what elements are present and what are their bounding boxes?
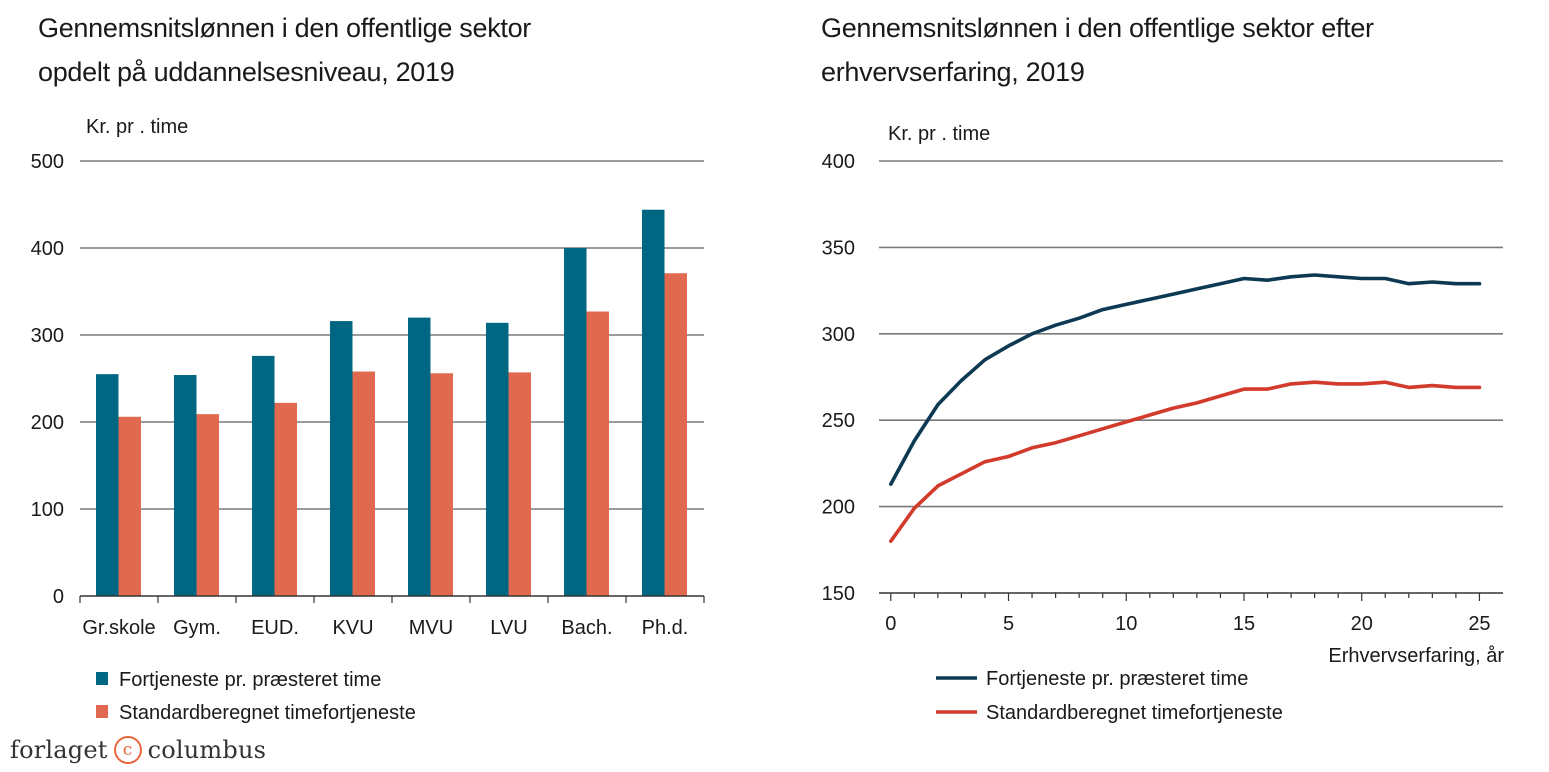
x-tick-label: 20 — [1351, 613, 1373, 635]
y-tick-label: 300 — [822, 324, 855, 346]
bar — [274, 402, 297, 596]
bar — [664, 273, 687, 596]
logo-text-left: forlaget — [10, 736, 108, 764]
experience-line-chart: Kr. pr . time 150 200 250 300 350 400 0 5 10 15 20 2… — [822, 123, 1505, 724]
bar — [330, 321, 353, 596]
y-axis-unit-label: Kr. pr . time — [888, 123, 990, 145]
x-tick-label: Gym. — [173, 617, 221, 639]
x-tick-label: 10 — [1115, 613, 1137, 635]
bar — [564, 248, 587, 596]
y-tick-label: 0 — [53, 586, 64, 608]
logo-text-right: columbus — [147, 736, 267, 764]
x-tick-label: 5 — [1003, 613, 1014, 635]
legend-swatch — [96, 672, 108, 685]
legend-label: Standardberegnet timefortjeneste — [119, 702, 416, 724]
y-tick-label: 200 — [31, 412, 64, 434]
x-tick-label: MVU — [409, 617, 453, 639]
y-tick-label: 300 — [31, 325, 64, 347]
right-chart-title: Gennemsnitslønnen i den offentlige sekto… — [821, 6, 1374, 94]
x-tick-label: Bach. — [561, 617, 612, 639]
x-tick-label: 15 — [1233, 613, 1255, 635]
y-tick-label: 100 — [31, 499, 64, 521]
bar — [96, 374, 119, 596]
bar — [174, 375, 197, 596]
bar — [508, 372, 531, 596]
x-axis-label: Erhvervserfaring, år — [1328, 645, 1504, 667]
x-tick-label: EUD. — [251, 617, 299, 639]
y-axis-unit-label: Kr. pr . time — [86, 116, 188, 138]
left-chart-title: Gennemsnitslønnen i den offentlige sekto… — [38, 6, 531, 94]
series-line — [888, 380, 1482, 544]
right-chart-title-line2: erhvervserfaring, 2019 — [821, 57, 1085, 87]
bar — [642, 209, 665, 596]
bar — [430, 373, 453, 596]
bar — [486, 322, 509, 596]
x-tick-label: LVU — [490, 617, 527, 639]
legend-label: Fortjeneste pr. præsteret time — [119, 669, 381, 691]
y-tick-label: 400 — [822, 151, 855, 173]
education-bar-chart: Kr. pr . time 0 100 200 300 400 500 Gr.skole Gym… — [31, 116, 705, 724]
left-chart-title-line2: opdelt på uddannelsesniveau, 2019 — [38, 57, 455, 87]
y-tick-label: 350 — [822, 237, 855, 259]
legend-swatch — [96, 705, 108, 718]
x-tick-label: KVU — [332, 617, 373, 639]
bar — [408, 317, 431, 596]
y-tick-label: 400 — [31, 238, 64, 260]
bar — [252, 355, 275, 596]
right-chart-title-line1: Gennemsnitslønnen i den offentlige sekto… — [821, 13, 1374, 43]
x-tick-label: Ph.d. — [642, 617, 689, 639]
bar — [352, 371, 375, 596]
x-tick-label: Gr.skole — [82, 617, 155, 639]
left-chart-title-line1: Gennemsnitslønnen i den offentlige sekto… — [38, 13, 532, 43]
x-tick-label: 25 — [1468, 613, 1490, 635]
publisher-logo: forlaget c columbus — [10, 736, 266, 764]
copyright-c-icon: c — [113, 736, 142, 764]
legend-label: Fortjeneste pr. præsteret time — [986, 668, 1248, 690]
y-tick-label: 200 — [822, 497, 855, 519]
y-tick-label: 500 — [31, 151, 64, 173]
x-tick-label: 0 — [885, 613, 896, 635]
y-tick-label: 150 — [822, 583, 855, 605]
bar — [118, 416, 141, 596]
series-line — [888, 273, 1482, 486]
bar — [196, 414, 219, 596]
bar — [586, 311, 609, 596]
legend-label: Standardberegnet timefortjeneste — [986, 702, 1283, 724]
y-tick-label: 250 — [822, 410, 855, 432]
